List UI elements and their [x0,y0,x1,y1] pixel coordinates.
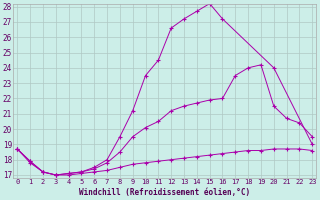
X-axis label: Windchill (Refroidissement éolien,°C): Windchill (Refroidissement éolien,°C) [79,188,250,197]
